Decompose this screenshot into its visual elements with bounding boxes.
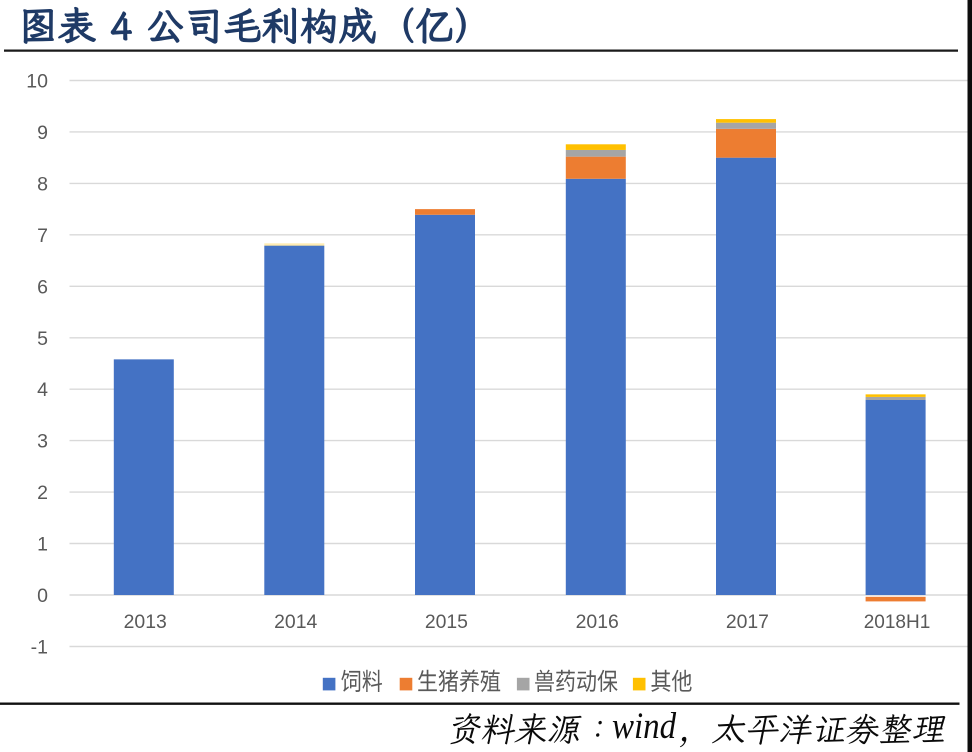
svg-text:0: 0 (37, 585, 48, 607)
svg-text:2018H1: 2018H1 (864, 612, 931, 633)
svg-text:7: 7 (37, 225, 48, 247)
svg-text:3: 3 (37, 431, 48, 453)
svg-text:5: 5 (37, 328, 48, 350)
svg-text:9: 9 (37, 122, 48, 144)
svg-text:2017: 2017 (726, 611, 769, 633)
svg-text:wind: wind (612, 705, 677, 746)
svg-text:1: 1 (37, 534, 48, 556)
svg-text:2013: 2013 (124, 611, 167, 633)
svg-text:6: 6 (37, 276, 48, 298)
svg-text:8: 8 (37, 173, 48, 195)
svg-text:2: 2 (37, 482, 48, 504)
svg-text:10: 10 (26, 71, 48, 93)
svg-text:2014: 2014 (274, 611, 317, 633)
svg-text:4: 4 (37, 379, 48, 401)
svg-text:2015: 2015 (425, 611, 468, 633)
svg-text:-1: -1 (31, 637, 48, 659)
svg-text:2016: 2016 (576, 611, 619, 633)
